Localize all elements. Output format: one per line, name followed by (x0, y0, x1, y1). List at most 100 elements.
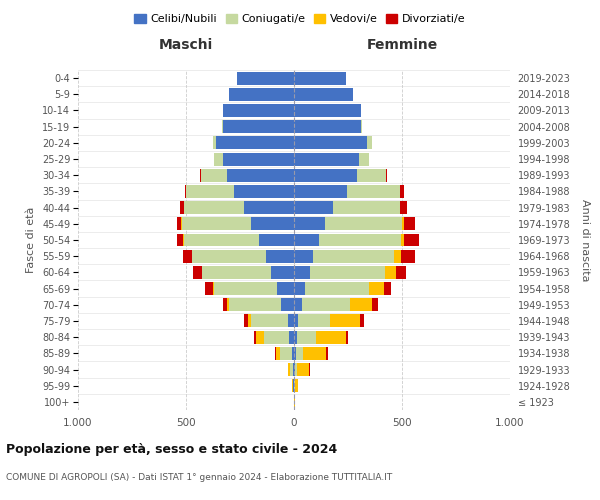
Bar (177, 234, 184, 246)
Text: Maschi: Maschi (159, 38, 213, 52)
Bar (227, 169, 294, 181)
Bar (383, 282, 391, 295)
Bar (213, 282, 214, 295)
Bar (385, 266, 395, 279)
Bar (346, 330, 348, 344)
Bar (294, 363, 295, 376)
Y-axis label: Fasce di età: Fasce di età (26, 207, 37, 273)
Bar (185, 185, 186, 198)
Bar (359, 152, 368, 166)
Legend: Celibi/Nubili, Coniugati/e, Vedovi/e, Divorziati/e: Celibi/Nubili, Coniugati/e, Vedovi/e, Di… (131, 10, 469, 28)
Bar (290, 363, 293, 376)
Bar (296, 347, 303, 360)
Bar (310, 266, 385, 279)
Bar (184, 234, 259, 246)
Bar (292, 347, 294, 360)
Bar (177, 218, 181, 230)
Bar (294, 282, 305, 295)
Bar (360, 314, 364, 328)
Bar (319, 234, 401, 246)
Bar (294, 330, 297, 344)
Bar (223, 120, 294, 133)
Bar (361, 120, 362, 133)
Bar (216, 136, 294, 149)
Bar (259, 234, 294, 246)
Bar (302, 298, 350, 311)
Bar (205, 282, 213, 295)
Bar (326, 347, 328, 360)
Bar (237, 72, 294, 85)
Bar (400, 201, 407, 214)
Text: COMUNE DI AGROPOLI (SA) - Dati ISTAT 1° gennaio 2024 - Elaborazione TUTTITALIA.I: COMUNE DI AGROPOLI (SA) - Dati ISTAT 1° … (6, 472, 392, 482)
Bar (294, 72, 346, 85)
Bar (305, 282, 368, 295)
Bar (367, 136, 372, 149)
Bar (294, 136, 367, 149)
Bar (223, 104, 294, 117)
Bar (294, 152, 359, 166)
Bar (184, 201, 244, 214)
Bar (303, 347, 326, 360)
Bar (233, 185, 294, 198)
Bar (294, 250, 313, 262)
Bar (401, 234, 404, 246)
Bar (294, 104, 361, 117)
Bar (287, 314, 294, 328)
Bar (297, 363, 309, 376)
Bar (400, 185, 404, 198)
Bar (402, 218, 404, 230)
Bar (251, 218, 294, 230)
Bar (280, 347, 292, 360)
Bar (372, 298, 378, 311)
Bar (244, 201, 294, 214)
Bar (256, 330, 264, 344)
Bar (186, 185, 233, 198)
Y-axis label: Anni di nascita: Anni di nascita (580, 198, 590, 281)
Bar (200, 169, 201, 181)
Bar (201, 169, 227, 181)
Bar (193, 250, 266, 262)
Bar (213, 136, 216, 149)
Bar (294, 234, 319, 246)
Bar (386, 169, 387, 181)
Bar (295, 379, 298, 392)
Bar (294, 120, 361, 133)
Bar (281, 298, 294, 311)
Bar (275, 347, 280, 360)
Bar (182, 218, 251, 230)
Bar (223, 298, 227, 311)
Bar (293, 379, 294, 392)
Bar (271, 266, 294, 279)
Bar (294, 347, 296, 360)
Bar (248, 314, 251, 328)
Bar (294, 266, 310, 279)
Bar (295, 363, 297, 376)
Bar (394, 250, 401, 262)
Bar (404, 218, 415, 230)
Bar (294, 218, 325, 230)
Bar (356, 169, 386, 181)
Text: Femmine: Femmine (367, 38, 437, 52)
Bar (333, 201, 400, 214)
Bar (404, 234, 419, 246)
Bar (347, 185, 400, 198)
Bar (244, 314, 248, 328)
Bar (294, 169, 356, 181)
Bar (221, 120, 223, 133)
Bar (251, 314, 287, 328)
Bar (309, 363, 310, 376)
Bar (266, 250, 294, 262)
Bar (294, 298, 302, 311)
Bar (294, 185, 347, 198)
Bar (325, 218, 402, 230)
Bar (368, 282, 383, 295)
Bar (229, 298, 281, 311)
Bar (289, 330, 294, 344)
Bar (202, 266, 271, 279)
Bar (293, 363, 294, 376)
Bar (294, 314, 298, 328)
Bar (329, 314, 360, 328)
Bar (184, 250, 192, 262)
Bar (181, 201, 184, 214)
Bar (401, 250, 415, 262)
